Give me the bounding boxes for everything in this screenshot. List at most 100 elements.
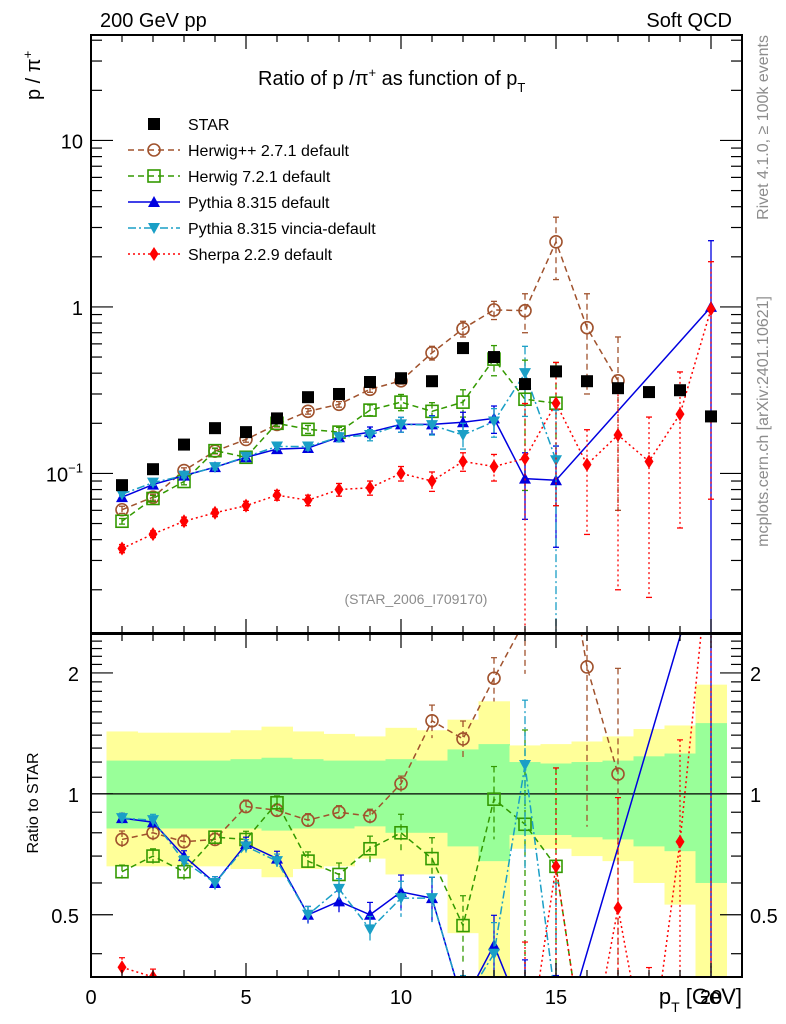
data-point xyxy=(550,455,562,467)
data-point xyxy=(457,430,469,442)
lower-y-tick-label-left: 0.5 xyxy=(51,906,79,928)
data-point xyxy=(240,426,252,439)
ratio-data-point xyxy=(613,900,623,915)
upper-y-axis-label: p / π+ xyxy=(20,51,45,100)
data-point xyxy=(271,441,283,453)
data-point xyxy=(148,527,158,542)
series-line xyxy=(121,308,712,550)
x-axis-label: pT [GeV] xyxy=(659,984,742,1015)
upper-chart-title: Ratio of p /π+ as function of pT xyxy=(258,65,525,95)
x-tick-label: 10 xyxy=(390,987,412,1009)
ratio-data-point xyxy=(332,805,346,820)
data-point xyxy=(582,457,592,472)
legend-label: Herwig 7.2.1 default xyxy=(188,169,331,186)
x-tick-label: 20 xyxy=(700,987,722,1009)
ratio-data-point xyxy=(301,813,315,827)
data-point xyxy=(549,235,563,249)
data-point xyxy=(489,459,499,474)
mcplots-watermark: mcplots.cern.ch [arXiv:2401.10621] xyxy=(755,296,772,547)
ratio-data-point xyxy=(519,759,531,771)
lower-y-tick-label-right: 0.5 xyxy=(750,906,778,928)
legend-marker xyxy=(149,247,159,261)
legend-label: Pythia 8.315 default xyxy=(188,195,330,212)
data-point xyxy=(613,428,623,443)
rivet-watermark: Rivet 4.1.0, ≥ 100k events xyxy=(755,35,772,220)
series-sherpa-2-2-9-default xyxy=(117,261,716,633)
data-point xyxy=(116,489,128,501)
data-point xyxy=(426,375,438,388)
data-point xyxy=(706,302,716,317)
data-point xyxy=(364,376,376,389)
data-point xyxy=(643,386,655,399)
legend-item: Pythia 8.315 vincia-default xyxy=(128,221,376,238)
data-point xyxy=(210,505,220,520)
ratio-data-point xyxy=(301,854,315,868)
x-tick-label: 15 xyxy=(545,987,567,1009)
data-point xyxy=(457,416,469,428)
legend-item: Pythia 8.315 default xyxy=(128,195,330,212)
header-right-label: Soft QCD xyxy=(646,10,732,32)
ratio-data-point xyxy=(333,895,345,907)
data-point xyxy=(365,480,375,495)
inner-band-bin xyxy=(447,749,479,847)
data-point xyxy=(488,351,500,364)
data-point xyxy=(208,443,222,458)
ratio-data-point xyxy=(239,799,253,814)
legend-item: STAR xyxy=(148,117,229,134)
data-point xyxy=(334,482,344,497)
series-line xyxy=(121,239,619,511)
data-point xyxy=(520,451,530,466)
data-point xyxy=(147,463,159,476)
legend-label: Sherpa 2.2.9 default xyxy=(188,247,333,264)
legend-marker xyxy=(147,143,161,157)
legend: STAR Herwig++ 2.7.1 default Herwig 7.2.1 d… xyxy=(128,117,376,264)
data-point xyxy=(458,454,468,469)
data-point xyxy=(301,422,315,437)
series-star xyxy=(116,342,717,492)
data-point xyxy=(241,498,251,513)
data-point xyxy=(395,372,407,385)
ratio-line xyxy=(121,634,682,977)
data-point xyxy=(302,441,314,453)
ratio-data-point xyxy=(363,841,377,856)
series-pythia-8-315-default xyxy=(116,240,717,633)
y-tick-label: 1 xyxy=(72,298,83,320)
data-point xyxy=(518,303,532,318)
data-point xyxy=(363,403,377,417)
data-point xyxy=(333,432,345,444)
data-point xyxy=(644,454,654,469)
data-point xyxy=(271,412,283,425)
data-point xyxy=(146,491,160,506)
lower-y-tick-label-right: 1 xyxy=(750,785,761,807)
legend-label: Herwig++ 2.7.1 default xyxy=(188,143,350,160)
data-point xyxy=(550,365,562,378)
data-point xyxy=(488,416,500,428)
ratio-data-point xyxy=(209,877,221,889)
ratio-data-point xyxy=(551,859,561,874)
data-point xyxy=(456,395,470,409)
ratio-data-point xyxy=(363,809,377,823)
data-point xyxy=(240,451,252,463)
ratio-data-point xyxy=(488,948,500,960)
data-point xyxy=(456,321,470,336)
ratio-data-point xyxy=(147,815,159,827)
lower-uncertainty-bands xyxy=(106,684,727,977)
x-tick-label: 0 xyxy=(85,987,96,1009)
data-point xyxy=(209,422,221,435)
ratio-data-point xyxy=(270,796,284,810)
ratio-data-point xyxy=(456,918,470,933)
lower-series-group xyxy=(115,634,712,977)
data-point xyxy=(457,342,469,355)
legend-item: Sherpa 2.2.9 default xyxy=(128,247,333,264)
inner-band-bin xyxy=(199,760,231,829)
ratio-series-pythia-8-315-vincia-default xyxy=(116,699,559,977)
data-point xyxy=(519,378,531,391)
ratio-line xyxy=(121,634,619,843)
data-point xyxy=(551,396,561,411)
inner-band-bin xyxy=(385,759,417,833)
legend-label: STAR xyxy=(188,117,229,134)
data-point xyxy=(425,346,439,360)
ratio-data-point xyxy=(117,960,127,975)
data-point xyxy=(116,479,128,492)
analysis-id-label: (STAR_2006_I709170) xyxy=(345,591,488,607)
